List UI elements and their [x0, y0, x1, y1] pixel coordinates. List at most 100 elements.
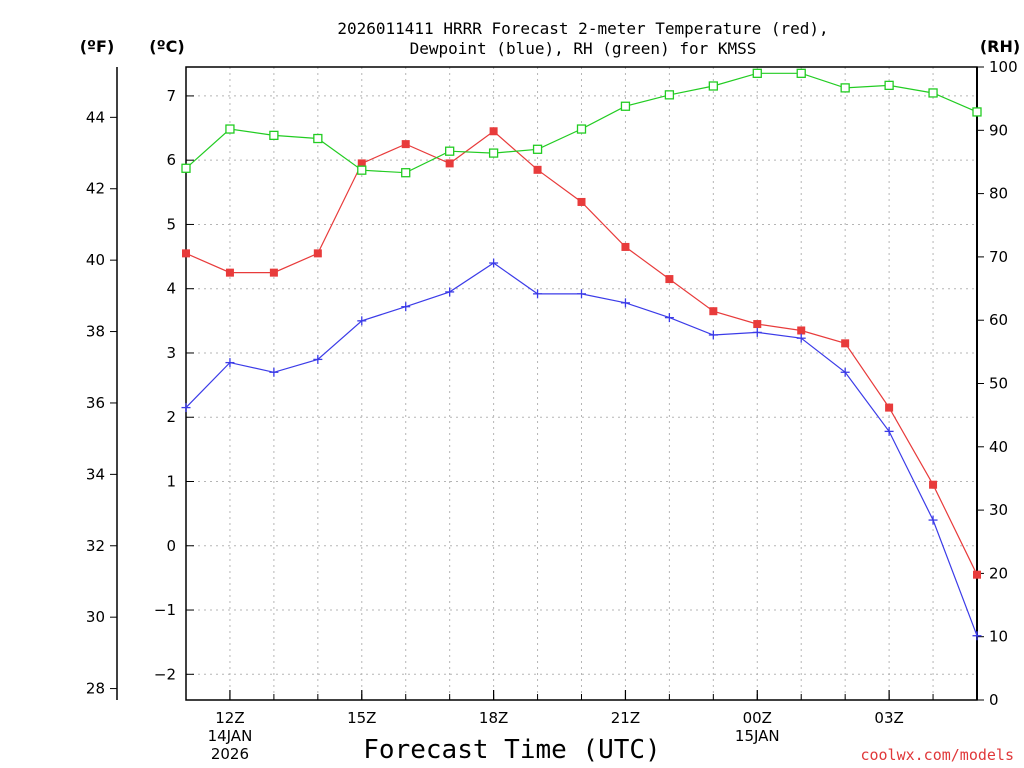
rh-point — [928, 88, 938, 98]
rh-point — [796, 68, 806, 78]
rh-tick-label: 30 — [989, 501, 1008, 519]
series-layer — [181, 68, 982, 641]
rh-point — [840, 83, 850, 93]
fahrenheit-tick-label: 32 — [86, 537, 105, 555]
celsius-tick-label: 4 — [166, 280, 176, 298]
fahrenheit-tick-label: 36 — [86, 394, 105, 412]
rh-tick-label: 70 — [989, 248, 1008, 266]
dewpoint-point — [533, 289, 543, 299]
fahrenheit-tick-label: 28 — [86, 680, 105, 698]
temperature-point — [621, 242, 630, 251]
dewpoint-point — [225, 358, 235, 368]
fahrenheit-tick-label: 30 — [86, 608, 105, 626]
dewpoint-point — [708, 330, 718, 340]
celsius-tick-label: −1 — [154, 601, 176, 619]
rh-tick-label: 60 — [989, 311, 1008, 329]
rh-tick-label: 0 — [989, 691, 999, 709]
x-tick-label: 15Z — [347, 709, 376, 727]
x-tick-label: 00Z — [743, 709, 772, 727]
fahrenheit-tick-label: 34 — [86, 465, 105, 483]
fahrenheit-unit-label: (ºF) — [80, 37, 115, 56]
celsius-tick-label: −2 — [154, 665, 176, 683]
temperature-point — [577, 197, 586, 206]
dewpoint-point — [357, 316, 367, 326]
rh-point — [488, 148, 499, 158]
rh-point — [972, 107, 982, 117]
rh-point — [445, 146, 455, 156]
dewpoint-series — [181, 258, 982, 641]
fahrenheit-tick-label: 42 — [86, 180, 105, 198]
temperature-point — [401, 140, 410, 149]
temperature-point — [445, 159, 454, 168]
dewpoint-line — [185, 262, 978, 636]
celsius-unit-label: (ºC) — [149, 37, 184, 56]
dewpoint-point — [181, 403, 191, 413]
dewpoint-point — [620, 298, 630, 308]
tick-labels: −2−1012345672830323436384042440102030405… — [86, 58, 1018, 763]
temperature-point — [665, 275, 674, 284]
dewpoint-point — [928, 515, 938, 525]
x-tick-label: 12Z — [215, 709, 244, 727]
fahrenheit-tick-label: 44 — [86, 108, 105, 126]
credit-text: coolwx.com/models — [860, 746, 1014, 764]
rh-point — [576, 124, 587, 134]
x-tick-date: 15JAN — [735, 727, 780, 745]
chart-title-line2: Dewpoint (blue), RH (green) for KMSS — [410, 39, 757, 58]
celsius-tick-label: 6 — [166, 151, 176, 169]
temperature-point — [225, 268, 234, 277]
celsius-tick-label: 0 — [166, 537, 176, 555]
rh-point — [884, 80, 894, 91]
x-tick-label: 21Z — [611, 709, 640, 727]
dewpoint-point — [401, 302, 411, 312]
fahrenheit-tick-label: 38 — [86, 323, 105, 341]
rh-point — [401, 168, 411, 178]
rh-point — [620, 101, 631, 111]
rh-tick-label: 90 — [989, 121, 1008, 139]
celsius-tick-label: 1 — [166, 473, 176, 491]
celsius-tick-label: 7 — [166, 87, 176, 105]
chart-axes — [110, 66, 984, 701]
rh-tick-label: 100 — [989, 58, 1018, 76]
rh-tick-label: 20 — [989, 564, 1008, 582]
x-tick-date: 14JAN — [208, 727, 253, 745]
x-tick-label: 03Z — [874, 709, 903, 727]
temperature-point — [841, 339, 850, 348]
chart-title-line1: 2026011411 HRRR Forecast 2-meter Tempera… — [337, 19, 828, 38]
celsius-tick-label: 5 — [166, 215, 176, 233]
fahrenheit-tick-label: 40 — [86, 251, 105, 269]
temperature-point — [885, 403, 894, 412]
temperature-point — [489, 127, 498, 136]
rh-tick-label: 80 — [989, 185, 1008, 203]
rh-series — [181, 68, 982, 178]
dewpoint-point — [577, 289, 586, 299]
rh-point — [752, 68, 762, 78]
rh-tick-label: 40 — [989, 438, 1008, 456]
rh-point — [532, 144, 543, 154]
rh-point — [708, 81, 718, 91]
dewpoint-point — [445, 287, 455, 297]
temperature-point — [753, 320, 762, 329]
temperature-point — [709, 307, 718, 316]
temperature-point — [533, 165, 542, 174]
temperature-point — [929, 480, 938, 489]
dewpoint-point — [313, 354, 323, 364]
rh-point — [313, 133, 323, 144]
temperature-series — [182, 127, 981, 579]
x-axis-title: Forecast Time (UTC) — [363, 735, 660, 765]
dewpoint-point — [796, 333, 806, 343]
x-tick-year: 2026 — [211, 745, 249, 763]
plot-frame — [185, 66, 978, 701]
rh-tick-label: 10 — [989, 628, 1008, 646]
rh-point — [357, 165, 367, 175]
rh-unit-label: (RH) — [980, 37, 1020, 56]
x-tick-label: 18Z — [479, 709, 508, 727]
temperature-point — [357, 159, 366, 168]
temperature-point — [313, 249, 322, 258]
temperature-point — [797, 326, 806, 335]
rh-point — [181, 163, 191, 173]
dewpoint-point — [972, 631, 982, 641]
temperature-point — [269, 268, 278, 277]
rh-point — [225, 124, 235, 134]
celsius-tick-label: 2 — [166, 408, 176, 426]
temperature-point — [973, 570, 981, 579]
